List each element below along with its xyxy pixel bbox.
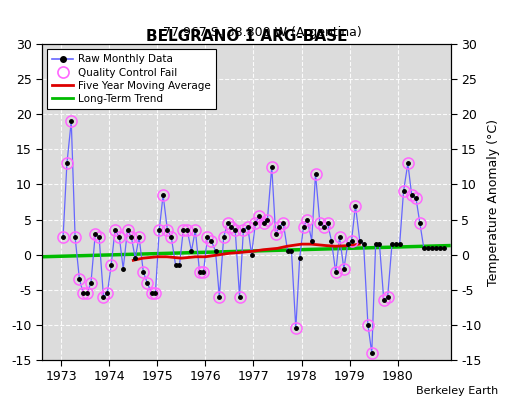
Y-axis label: Temperature Anomaly (°C): Temperature Anomaly (°C) — [487, 118, 500, 286]
Legend: Raw Monthly Data, Quality Control Fail, Five Year Moving Average, Long-Term Tren: Raw Monthly Data, Quality Control Fail, … — [47, 49, 216, 109]
Title: BELGRANO 1 ARG-BASE: BELGRANO 1 ARG-BASE — [146, 29, 347, 44]
Text: Berkeley Earth: Berkeley Earth — [416, 386, 498, 396]
Text: 77.967 S, 38.800 W (Argentina): 77.967 S, 38.800 W (Argentina) — [162, 26, 362, 39]
